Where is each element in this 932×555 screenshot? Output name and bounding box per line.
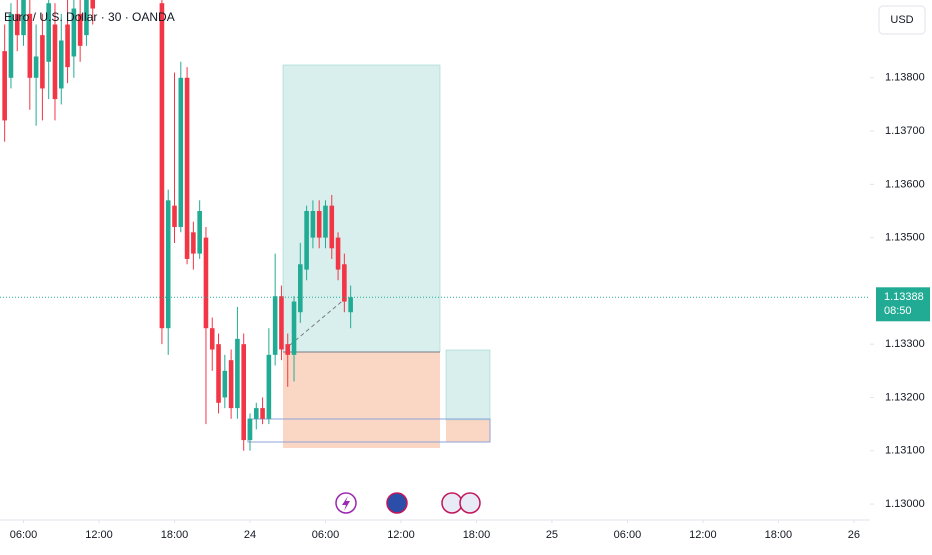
event-icon[interactable]	[459, 492, 481, 514]
x-tick-label: 26	[848, 529, 860, 541]
chart-title: Euro / U.S. Dollar · 30 · OANDA	[4, 10, 175, 24]
candle-body	[172, 205, 177, 227]
candle-body	[228, 360, 234, 409]
candle-body	[304, 210, 309, 270]
candle-body	[253, 408, 259, 419]
candle-body	[323, 205, 328, 238]
candle-body	[165, 200, 171, 329]
candle-body	[197, 210, 202, 254]
candle-body	[279, 296, 284, 350]
loss-zone	[446, 420, 490, 442]
candle-body	[191, 232, 196, 254]
candle-body	[21, 0, 26, 36]
candles	[2, 0, 353, 451]
x-tick-label: 06:00	[614, 529, 642, 541]
x-tick-label: 18:00	[463, 529, 491, 541]
candle-body	[329, 205, 335, 249]
profit-zone	[445, 349, 491, 421]
event-icon[interactable]	[386, 492, 408, 514]
candle-body	[46, 3, 51, 62]
candle-body	[40, 35, 45, 89]
candle-body	[27, 13, 33, 78]
candle-body	[209, 328, 215, 350]
candle-body	[77, 13, 83, 46]
candle-body	[52, 24, 58, 100]
candle-body	[203, 237, 209, 329]
x-tick-label: 12:00	[85, 529, 113, 541]
x-tick-label: 06:00	[10, 529, 38, 541]
candle-body	[178, 77, 184, 227]
y-tick-label: 1.13600	[885, 178, 925, 190]
last-price: 1.13388	[884, 291, 924, 303]
candle-body	[272, 296, 278, 355]
candle-body	[235, 338, 240, 409]
currency: USD	[890, 14, 913, 26]
last-price-box	[876, 287, 930, 322]
x-tick-label: 18:00	[765, 529, 793, 541]
currency-button[interactable]	[878, 5, 926, 35]
candle-body	[335, 237, 341, 270]
y-tick-label: 1.13200	[885, 391, 925, 403]
profit-zone	[282, 64, 441, 353]
candle-body	[241, 344, 247, 441]
candle-body	[260, 408, 265, 419]
candle-body	[216, 344, 221, 403]
position-tool	[247, 64, 491, 448]
countdown: 08:50	[884, 305, 912, 317]
y-tick-label: 1.13700	[885, 125, 925, 137]
candle-body	[84, 0, 89, 36]
x-tick-label: 06:00	[312, 529, 340, 541]
candle-body	[291, 301, 297, 355]
candle-body	[247, 418, 253, 441]
candle-body	[58, 40, 64, 89]
event-icon[interactable]	[441, 492, 463, 514]
y-tick-label: 1.13000	[885, 498, 925, 510]
candle-body	[71, 8, 77, 57]
candle-body	[310, 210, 316, 238]
candle-body	[33, 56, 39, 78]
candle-body	[8, 13, 14, 78]
x-tick-label: 25	[546, 529, 558, 541]
candle-body	[65, 24, 70, 68]
events	[335, 492, 481, 514]
y-tick-label: 1.13300	[885, 338, 925, 350]
candle-body	[90, 0, 96, 9]
candle-body	[14, 13, 20, 36]
candle-body	[159, 3, 165, 329]
candle-body	[348, 297, 353, 313]
candle-body	[316, 210, 322, 238]
candle-body	[266, 354, 272, 419]
trend-line	[289, 297, 347, 346]
candle-body	[2, 51, 7, 121]
y-tick-label: 1.13100	[885, 445, 925, 457]
x-tick-label: 12:00	[689, 529, 717, 541]
loss-zone	[283, 352, 440, 448]
candle-body	[342, 264, 347, 302]
candle-body	[285, 344, 291, 355]
lightning	[342, 496, 350, 511]
x-tick-label: 18:00	[161, 529, 189, 541]
candle-body	[222, 370, 228, 398]
x-tick-label: 24	[244, 529, 256, 541]
x-tick-label: 12:00	[387, 529, 415, 541]
candle-body	[184, 77, 190, 259]
y-tick-label: 1.13800	[885, 72, 925, 84]
y-tick-label: 1.13500	[885, 232, 925, 244]
candle-body	[298, 264, 303, 313]
